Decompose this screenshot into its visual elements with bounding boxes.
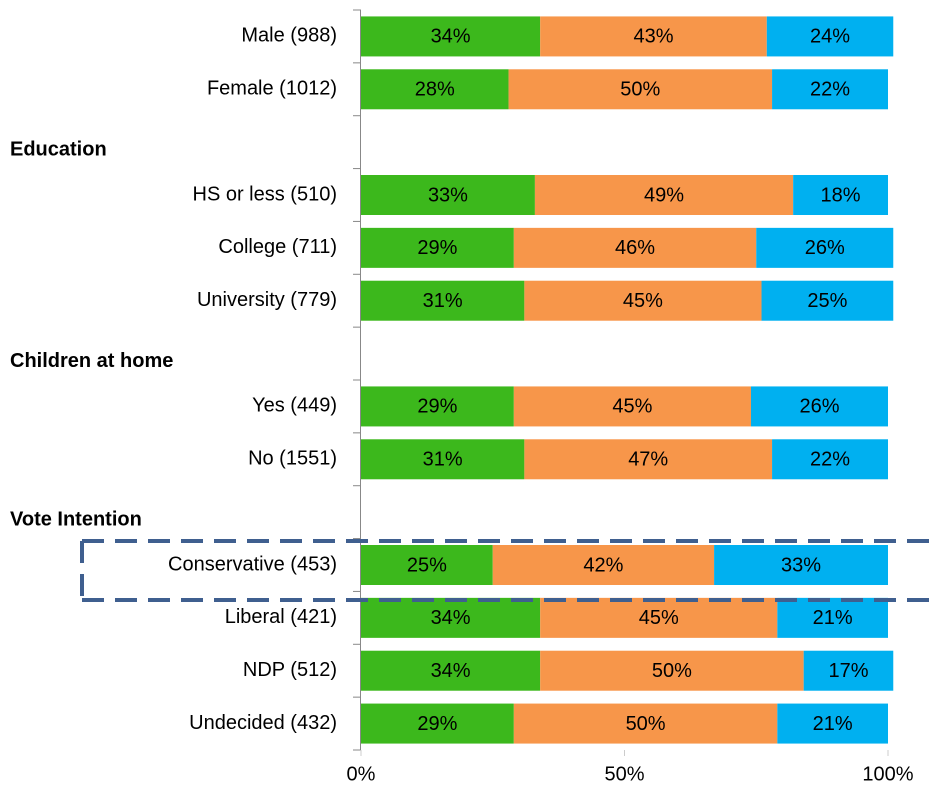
bar-segment [524, 280, 762, 321]
category-label: Female (1012) [207, 78, 337, 100]
value-label: 33% [428, 184, 468, 206]
bar-segment [750, 386, 888, 427]
bar-segment [361, 16, 541, 57]
category-label: Yes (449) [252, 395, 337, 417]
bar-segment [361, 439, 525, 480]
bar-segment [714, 545, 888, 585]
value-label: 43% [633, 26, 673, 48]
value-label: 22% [810, 449, 850, 471]
value-label: 50% [626, 713, 666, 735]
category-label: University (779) [197, 289, 337, 311]
bar-segment [361, 280, 525, 321]
value-label: 33% [781, 554, 821, 576]
bar-segment [513, 386, 751, 427]
bar-segment [508, 69, 773, 110]
category-label: HS or less (510) [193, 183, 338, 205]
bar-segment [361, 386, 514, 427]
value-label: 31% [423, 449, 463, 471]
bar-segment [361, 227, 514, 268]
x-tick-label: 100% [862, 763, 913, 785]
category-label: Liberal (421) [225, 606, 337, 628]
bar-segment [756, 227, 894, 268]
bar-segment [361, 175, 535, 215]
value-label: 28% [415, 79, 455, 101]
value-label: 50% [652, 660, 692, 682]
bar-segment [540, 16, 767, 57]
value-label: 26% [805, 237, 845, 259]
bar-segment [361, 69, 509, 110]
bar-segment [761, 280, 894, 321]
bar-segment [361, 703, 514, 744]
bar-segment [361, 650, 541, 691]
category-label: Male (988) [241, 25, 337, 47]
bar-segment [777, 597, 888, 638]
category-label: Conservative (453) [168, 553, 337, 575]
group-title: Vote Intention [10, 508, 142, 530]
bar-segment [534, 175, 794, 215]
bar-segment [361, 545, 493, 585]
bar-segment [513, 227, 757, 268]
x-tick-label: 0% [347, 763, 376, 785]
value-label: 34% [431, 26, 471, 48]
group-title: Education [10, 138, 107, 160]
bar-segment [793, 175, 888, 215]
value-label: 21% [813, 607, 853, 629]
value-label: 29% [417, 713, 457, 735]
category-label: College (711) [218, 236, 337, 258]
value-label: 24% [810, 26, 850, 48]
value-label: 25% [407, 554, 447, 576]
value-label: 22% [810, 79, 850, 101]
value-label: 18% [821, 184, 861, 206]
value-label: 50% [620, 79, 660, 101]
bar-segment [772, 439, 888, 480]
value-label: 45% [623, 290, 663, 312]
group-title: Children at home [10, 350, 173, 372]
value-label: 34% [431, 607, 471, 629]
value-label: 45% [612, 396, 652, 418]
value-label: 17% [828, 660, 868, 682]
category-label: Undecided (432) [189, 712, 337, 734]
value-label: 46% [615, 237, 655, 259]
bar-segment [524, 439, 773, 480]
bar-segment [361, 597, 541, 638]
value-label: 25% [807, 290, 847, 312]
value-label: 31% [423, 290, 463, 312]
bar-segment [540, 650, 804, 691]
value-label: 29% [417, 237, 457, 259]
value-label: 42% [583, 554, 623, 576]
value-label: 29% [417, 396, 457, 418]
value-label: 26% [799, 396, 839, 418]
value-label: 47% [628, 449, 668, 471]
bar-segment [540, 597, 778, 638]
bar-segment [513, 703, 778, 744]
bar-segment [766, 16, 894, 57]
bar-segment [777, 703, 888, 744]
category-label: No (1551) [248, 448, 337, 470]
bar-segment [772, 69, 888, 110]
value-label: 21% [813, 713, 853, 735]
value-label: 45% [639, 607, 679, 629]
category-label: NDP (512) [243, 659, 337, 681]
bar-segment [803, 650, 894, 691]
value-label: 49% [644, 184, 684, 206]
x-tick-label: 50% [604, 763, 644, 785]
bar-segment [492, 545, 715, 585]
highlight-box [80, 539, 935, 602]
value-label: 34% [431, 660, 471, 682]
